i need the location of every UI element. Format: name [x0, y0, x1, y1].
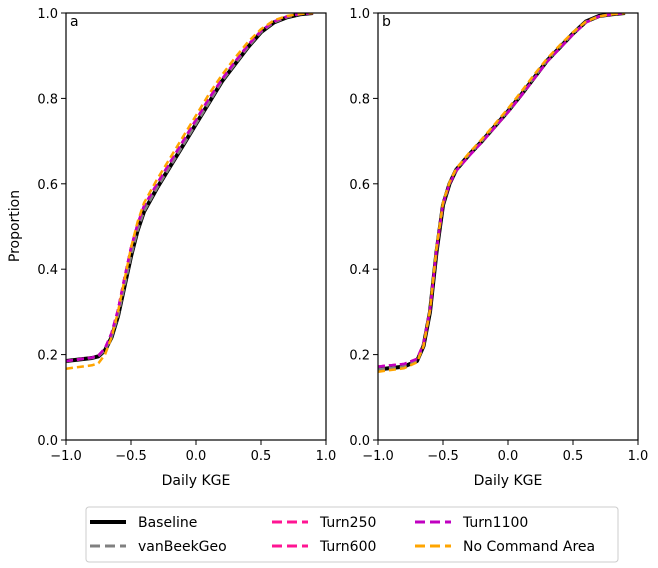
- y-tick-label: 0.4: [37, 263, 58, 278]
- legend: Baseline vanBeekGeo Turn250 Turn600 Turn1100…: [85, 506, 619, 563]
- x-tick-label: −1.0: [362, 449, 394, 464]
- legend-frame: [85, 506, 619, 563]
- legend-label: Baseline: [138, 515, 197, 531]
- y-tick-label: 1.0: [37, 7, 58, 22]
- legend-label: vanBeekGeo: [138, 539, 227, 555]
- x-tick-label: 0.0: [498, 449, 519, 464]
- series-line-no-command-area: [378, 13, 626, 373]
- x-axis-label-b: Daily KGE: [474, 473, 543, 489]
- x-tick-label: 0.0: [186, 449, 207, 464]
- y-tick-label: 1.0: [349, 7, 370, 22]
- y-tick-label: 0.0: [37, 434, 58, 449]
- y-tick-label: 0.8: [349, 92, 370, 107]
- y-axis-label: Proportion: [7, 190, 23, 262]
- series-line-baseline: [378, 13, 626, 372]
- legend-label: Turn250: [319, 515, 376, 531]
- legend-item: Turn1100: [415, 515, 528, 531]
- y-tick-label: 0.2: [349, 349, 370, 364]
- y-tick-label: 0.8: [37, 92, 58, 107]
- x-tick-label: −1.0: [50, 449, 82, 464]
- x-tick-label: 0.5: [563, 449, 584, 464]
- axes-frame: [65, 12, 327, 441]
- series-line-turn600: [378, 13, 626, 368]
- x-tick-label: 1.0: [628, 449, 649, 464]
- series-line-turn600: [66, 13, 314, 363]
- series-line-turn250: [378, 13, 626, 368]
- x-axis-label-a: Daily KGE: [162, 473, 231, 489]
- x-tick-label: −0.5: [427, 449, 459, 464]
- axes-frame: [377, 12, 639, 441]
- panel-label: a: [70, 14, 79, 30]
- x-tick-label: 1.0: [316, 449, 337, 464]
- x-tick-label: 0.5: [251, 449, 272, 464]
- y-tick-label: 0.4: [349, 263, 370, 278]
- y-tick-label: 0.6: [349, 178, 370, 193]
- legend-item: Turn250: [272, 515, 376, 531]
- series-line-no-command-area: [66, 13, 314, 370]
- series-line-turn250: [66, 13, 314, 363]
- legend-item: vanBeekGeo: [90, 539, 227, 555]
- y-tick-label: 0.0: [349, 434, 370, 449]
- series-line-baseline: [66, 13, 314, 363]
- panel-label: b: [382, 14, 391, 30]
- legend-label: Turn600: [319, 539, 376, 555]
- y-tick-label: 0.6: [37, 178, 58, 193]
- series-line-vanbeekgeo: [378, 13, 626, 371]
- series-line-vanbeekgeo: [66, 13, 314, 363]
- panel-a: −1.0 −0.5 0.0 0.5 1.0 0.0 0.2 0.4 0.6 0.8 1.0 a: [37, 7, 336, 464]
- legend-label: Turn1100: [462, 515, 528, 531]
- panel-b: −1.0 −0.5 0.0 0.5 1.0 0.0 0.2 0.4 0.6 0.8 1.0 b: [349, 7, 648, 464]
- x-tick-label: −0.5: [115, 449, 147, 464]
- legend-item: Baseline: [90, 515, 197, 531]
- legend-item: Turn600: [272, 539, 376, 555]
- series-line-turn1100: [378, 13, 626, 368]
- legend-label: No Command Area: [463, 539, 595, 555]
- y-tick-label: 0.2: [37, 349, 58, 364]
- series-line-turn1100: [66, 13, 314, 363]
- legend-item: No Command Area: [415, 539, 595, 555]
